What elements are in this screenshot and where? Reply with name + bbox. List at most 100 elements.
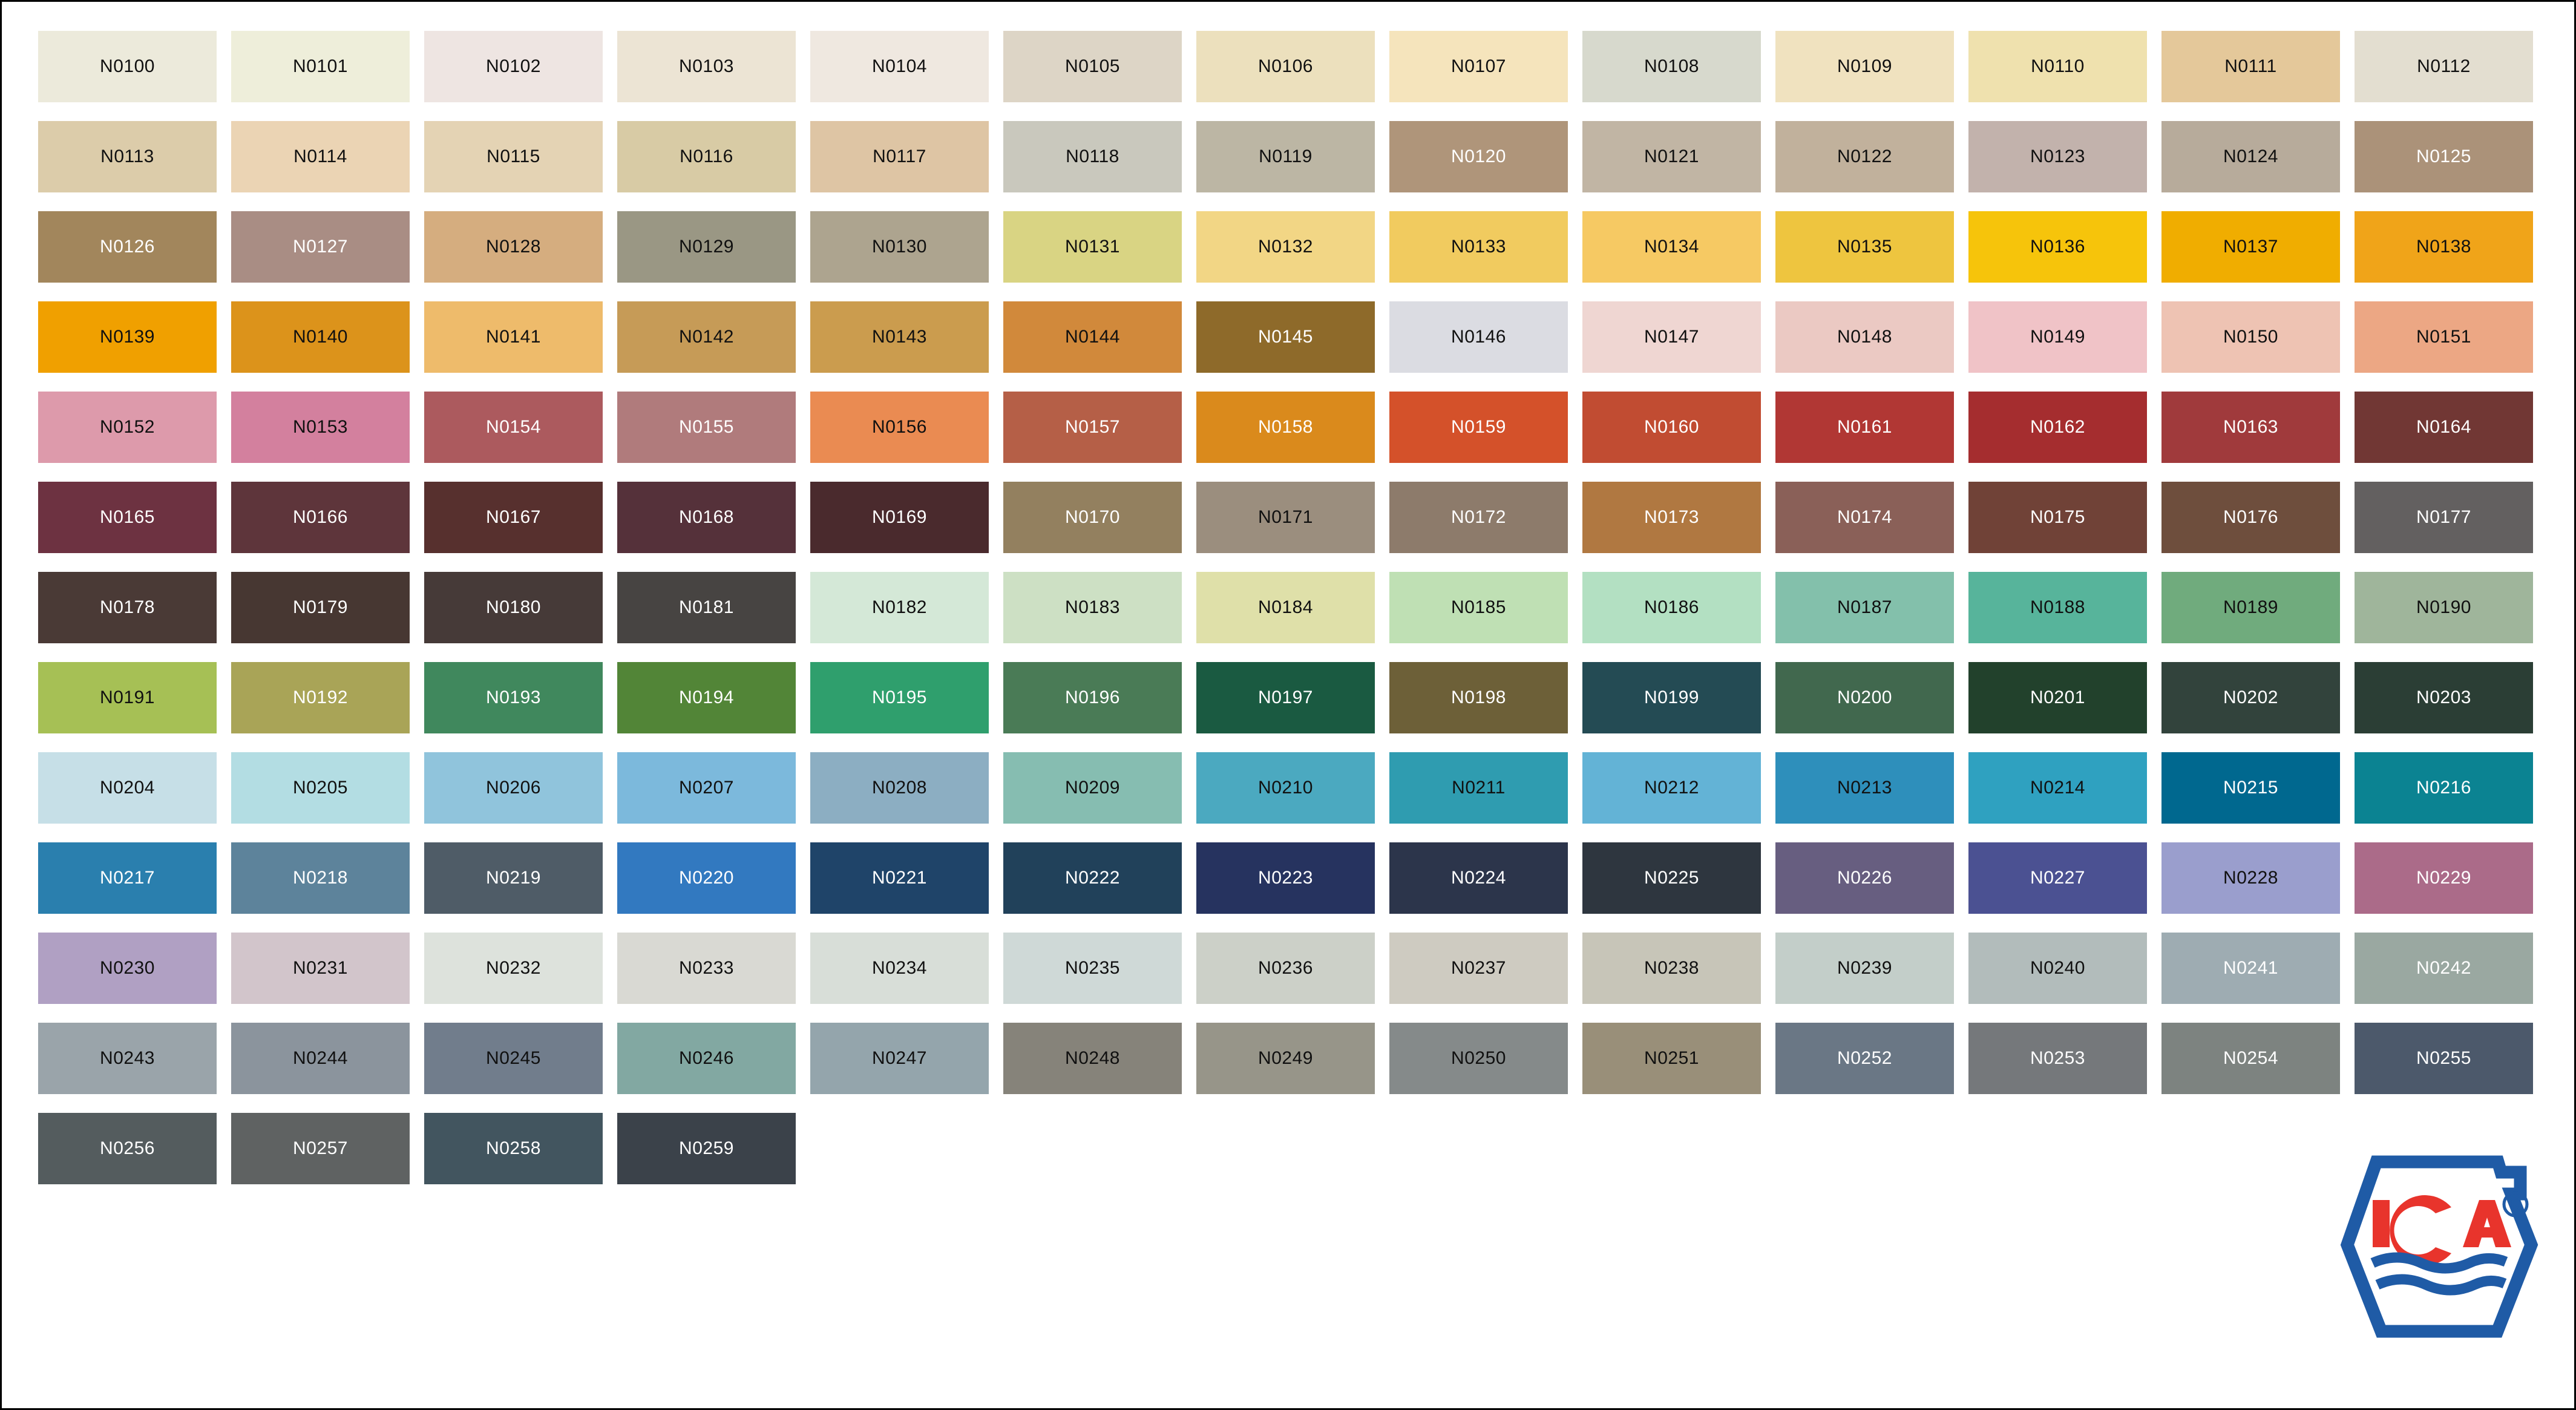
colour-swatch[interactable]: N0245 [424, 1023, 603, 1094]
colour-swatch[interactable]: N0154 [424, 392, 603, 463]
colour-swatch[interactable]: N0173 [1582, 482, 1761, 553]
colour-swatch[interactable]: N0251 [1582, 1023, 1761, 1094]
colour-swatch[interactable]: N0102 [424, 31, 603, 102]
colour-swatch[interactable]: N0218 [231, 842, 410, 914]
colour-swatch[interactable]: N0198 [1389, 662, 1568, 733]
colour-swatch[interactable]: N0100 [38, 31, 217, 102]
colour-swatch[interactable]: N0197 [1196, 662, 1375, 733]
colour-swatch[interactable]: N0113 [38, 121, 217, 192]
colour-swatch[interactable]: N0142 [617, 301, 796, 373]
colour-swatch[interactable]: N0182 [810, 572, 989, 643]
colour-swatch[interactable]: N0256 [38, 1113, 217, 1184]
colour-swatch[interactable]: N0181 [617, 572, 796, 643]
colour-swatch[interactable]: N0139 [38, 301, 217, 373]
colour-swatch[interactable]: N0183 [1003, 572, 1182, 643]
colour-swatch[interactable]: N0108 [1582, 31, 1761, 102]
colour-swatch[interactable]: N0205 [231, 752, 410, 824]
colour-swatch[interactable]: N0194 [617, 662, 796, 733]
colour-swatch[interactable]: N0175 [1968, 482, 2147, 553]
colour-swatch[interactable]: N0226 [1775, 842, 1954, 914]
colour-swatch[interactable]: N0174 [1775, 482, 1954, 553]
colour-swatch[interactable]: N0229 [2355, 842, 2533, 914]
colour-swatch[interactable]: N0119 [1196, 121, 1375, 192]
colour-swatch[interactable]: N0216 [2355, 752, 2533, 824]
colour-swatch[interactable]: N0209 [1003, 752, 1182, 824]
colour-swatch[interactable]: N0132 [1196, 211, 1375, 283]
colour-swatch[interactable]: N0199 [1582, 662, 1761, 733]
colour-swatch[interactable]: N0253 [1968, 1023, 2147, 1094]
colour-swatch[interactable]: N0257 [231, 1113, 410, 1184]
colour-swatch[interactable]: N0192 [231, 662, 410, 733]
colour-swatch[interactable]: N0184 [1196, 572, 1375, 643]
colour-swatch[interactable]: N0224 [1389, 842, 1568, 914]
colour-swatch[interactable]: N0240 [1968, 933, 2147, 1004]
colour-swatch[interactable]: N0249 [1196, 1023, 1375, 1094]
colour-swatch[interactable]: N0114 [231, 121, 410, 192]
colour-swatch[interactable]: N0105 [1003, 31, 1182, 102]
colour-swatch[interactable]: N0172 [1389, 482, 1568, 553]
colour-swatch[interactable]: N0133 [1389, 211, 1568, 283]
colour-swatch[interactable]: N0203 [2355, 662, 2533, 733]
colour-swatch[interactable]: N0164 [2355, 392, 2533, 463]
colour-swatch[interactable]: N0144 [1003, 301, 1182, 373]
colour-swatch[interactable]: N0213 [1775, 752, 1954, 824]
colour-swatch[interactable]: N0238 [1582, 933, 1761, 1004]
colour-swatch[interactable]: N0135 [1775, 211, 1954, 283]
colour-swatch[interactable]: N0196 [1003, 662, 1182, 733]
colour-swatch[interactable]: N0227 [1968, 842, 2147, 914]
colour-swatch[interactable]: N0241 [2161, 933, 2340, 1004]
colour-swatch[interactable]: N0143 [810, 301, 989, 373]
colour-swatch[interactable]: N0178 [38, 572, 217, 643]
colour-swatch[interactable]: N0116 [617, 121, 796, 192]
colour-swatch[interactable]: N0255 [2355, 1023, 2533, 1094]
colour-swatch[interactable]: N0248 [1003, 1023, 1182, 1094]
colour-swatch[interactable]: N0120 [1389, 121, 1568, 192]
colour-swatch[interactable]: N0259 [617, 1113, 796, 1184]
colour-swatch[interactable]: N0242 [2355, 933, 2533, 1004]
colour-swatch[interactable]: N0109 [1775, 31, 1954, 102]
colour-swatch[interactable]: N0212 [1582, 752, 1761, 824]
colour-swatch[interactable]: N0124 [2161, 121, 2340, 192]
colour-swatch[interactable]: N0246 [617, 1023, 796, 1094]
colour-swatch[interactable]: N0134 [1582, 211, 1761, 283]
colour-swatch[interactable]: N0107 [1389, 31, 1568, 102]
colour-swatch[interactable]: N0150 [2161, 301, 2340, 373]
colour-swatch[interactable]: N0193 [424, 662, 603, 733]
colour-swatch[interactable]: N0252 [1775, 1023, 1954, 1094]
colour-swatch[interactable]: N0230 [38, 933, 217, 1004]
colour-swatch[interactable]: N0232 [424, 933, 603, 1004]
colour-swatch[interactable]: N0131 [1003, 211, 1182, 283]
colour-swatch[interactable]: N0188 [1968, 572, 2147, 643]
colour-swatch[interactable]: N0202 [2161, 662, 2340, 733]
colour-swatch[interactable]: N0168 [617, 482, 796, 553]
colour-swatch[interactable]: N0200 [1775, 662, 1954, 733]
colour-swatch[interactable]: N0189 [2161, 572, 2340, 643]
colour-swatch[interactable]: N0112 [2355, 31, 2533, 102]
colour-swatch[interactable]: N0211 [1389, 752, 1568, 824]
colour-swatch[interactable]: N0118 [1003, 121, 1182, 192]
colour-swatch[interactable]: N0225 [1582, 842, 1761, 914]
colour-swatch[interactable]: N0239 [1775, 933, 1954, 1004]
colour-swatch[interactable]: N0169 [810, 482, 989, 553]
colour-swatch[interactable]: N0191 [38, 662, 217, 733]
colour-swatch[interactable]: N0147 [1582, 301, 1761, 373]
colour-swatch[interactable]: N0170 [1003, 482, 1182, 553]
colour-swatch[interactable]: N0258 [424, 1113, 603, 1184]
colour-swatch[interactable]: N0186 [1582, 572, 1761, 643]
colour-swatch[interactable]: N0161 [1775, 392, 1954, 463]
colour-swatch[interactable]: N0179 [231, 572, 410, 643]
colour-swatch[interactable]: N0247 [810, 1023, 989, 1094]
colour-swatch[interactable]: N0160 [1582, 392, 1761, 463]
colour-swatch[interactable]: N0148 [1775, 301, 1954, 373]
colour-swatch[interactable]: N0130 [810, 211, 989, 283]
colour-swatch[interactable]: N0104 [810, 31, 989, 102]
colour-swatch[interactable]: N0214 [1968, 752, 2147, 824]
colour-swatch[interactable]: N0126 [38, 211, 217, 283]
colour-swatch[interactable]: N0165 [38, 482, 217, 553]
colour-swatch[interactable]: N0210 [1196, 752, 1375, 824]
colour-swatch[interactable]: N0140 [231, 301, 410, 373]
colour-swatch[interactable]: N0145 [1196, 301, 1375, 373]
colour-swatch[interactable]: N0187 [1775, 572, 1954, 643]
colour-swatch[interactable]: N0136 [1968, 211, 2147, 283]
colour-swatch[interactable]: N0207 [617, 752, 796, 824]
